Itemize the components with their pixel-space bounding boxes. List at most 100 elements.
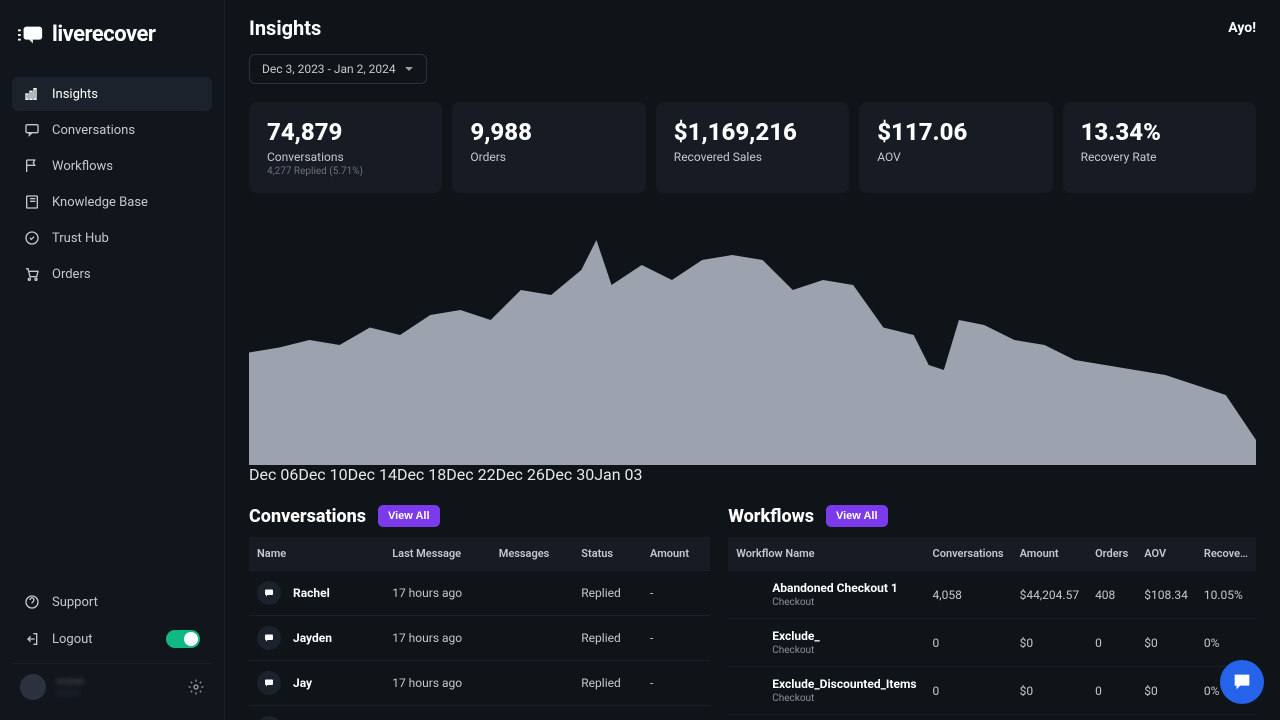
greeting: Ayo! (1228, 20, 1256, 36)
cart-icon (24, 266, 40, 282)
wf-conversations: 0 (925, 667, 1012, 715)
table-header: Name (249, 537, 384, 571)
chart-x-label: Dec 10 (298, 465, 347, 484)
chevron-down-icon (404, 64, 414, 74)
sidebar-item-workflows[interactable]: Workflows (12, 149, 212, 183)
last-message: 17 hours ago (384, 616, 490, 661)
stat-value: 9,988 (470, 118, 627, 146)
status: Replied (573, 616, 642, 661)
sidebar-item-label: Support (52, 595, 98, 610)
status: Replied (573, 706, 642, 720)
table-header: Workflow Name (728, 537, 924, 571)
wf-conversations: 0 (925, 715, 1012, 720)
chart-x-label: Dec 18 (397, 465, 446, 484)
table-header: Conversations (925, 537, 1012, 571)
table-header: Orders (1087, 537, 1136, 571)
shield-icon (24, 230, 40, 246)
stat-card[interactable]: 13.34%Recovery Rate (1063, 102, 1256, 193)
table-header: Messages (491, 537, 574, 571)
brand-name: liverecover (52, 22, 155, 47)
sidebar-item-conversations[interactable]: Conversations (12, 113, 212, 147)
wf-aov: $0 (1136, 715, 1196, 720)
chat-fab[interactable] (1220, 660, 1264, 704)
chart-x-label: Dec 30 (545, 465, 594, 484)
conversations-table: NameLast MessageMessagesStatusAmount Rac… (249, 537, 710, 720)
sidebar-item-label: Trust Hub (52, 231, 109, 246)
table-row[interactable]: Rachel17 hours agoReplied- (249, 571, 710, 616)
sidebar-item-orders[interactable]: Orders (12, 257, 212, 291)
chat-icon (24, 122, 40, 138)
sidebar-item-support[interactable]: Support (12, 585, 212, 619)
messages-count (491, 616, 574, 661)
wf-orders: 0 (1087, 715, 1136, 720)
table-row[interactable]: Exclude_Checkout0$00$00% (728, 619, 1256, 667)
status: Replied (573, 571, 642, 616)
wf-amount: $0 (1012, 715, 1087, 720)
table-row[interactable]: Exclude_ProductIDSCheckout0$00$00% (728, 715, 1256, 720)
table-row[interactable]: Jayden17 hours agoReplied- (249, 616, 710, 661)
gear-icon[interactable] (188, 679, 204, 695)
table-header: Last Message (384, 537, 490, 571)
messages-count (491, 661, 574, 706)
wf-aov: $108.34 (1136, 571, 1196, 619)
wf-amount: $44,204.57 (1012, 571, 1087, 619)
sidebar-bottom: Support Logout ——— ——— (0, 577, 224, 720)
conversations-title: Conversations (249, 506, 366, 527)
logo-icon (18, 24, 44, 46)
stat-value: 13.34% (1081, 118, 1238, 146)
sidebar-item-label: Insights (52, 87, 98, 102)
sidebar-item-knowledge-base[interactable]: Knowledge Base (12, 185, 212, 219)
table-header: Amount (1012, 537, 1087, 571)
user-row[interactable]: ——— ——— (12, 663, 212, 710)
sidebar-item-insights[interactable]: Insights (12, 77, 212, 111)
table-row[interactable]: Jay17 hours agoReplied- (249, 661, 710, 706)
chart-x-label: Dec 26 (496, 465, 545, 484)
sidebar-item-label: Workflows (52, 159, 113, 174)
stat-label: AOV (877, 150, 1034, 164)
stat-card[interactable]: 9,988Orders (452, 102, 645, 193)
workflows-panel: Workflows View All Workflow NameConversa… (728, 505, 1256, 720)
wf-amount: $0 (1012, 619, 1087, 667)
sidebar-item-label: Knowledge Base (52, 195, 148, 210)
workflows-view-all-button[interactable]: View All (826, 505, 888, 527)
wf-conversations: 0 (925, 619, 1012, 667)
stat-card[interactable]: $1,169,216Recovered Sales (656, 102, 849, 193)
table-header: Amount (642, 537, 710, 571)
book-icon (24, 194, 40, 210)
flag-icon (24, 158, 40, 174)
help-icon (24, 594, 40, 610)
workflow-name: Abandoned Checkout 1 (772, 581, 898, 595)
amount: - (642, 706, 710, 720)
toggle-switch[interactable] (166, 630, 200, 648)
date-range-picker[interactable]: Dec 3, 2023 - Jan 2, 2024 (249, 54, 427, 84)
workflows-table: Workflow NameConversationsAmountOrdersAO… (728, 537, 1256, 720)
conversations-view-all-button[interactable]: View All (378, 505, 440, 527)
wf-orders: 0 (1087, 619, 1136, 667)
table-row[interactable]: Exclude_Discounted_ItemsCheckout0$00$00% (728, 667, 1256, 715)
stats-row: 74,879Conversations4,277 Replied (5.71%)… (249, 102, 1256, 193)
workflows-title: Workflows (728, 506, 814, 527)
workflow-name: Exclude_Discounted_Items (772, 677, 916, 691)
logout-icon (24, 631, 40, 647)
stat-card[interactable]: $117.06AOV (859, 102, 1052, 193)
user-sub: ——— (56, 689, 178, 700)
stat-card[interactable]: 74,879Conversations4,277 Replied (5.71%) (249, 102, 442, 193)
sidebar-nav: Insights Conversations Workflows Knowledge … (0, 69, 224, 577)
stat-label: Conversations (267, 150, 424, 164)
last-message: 17 hours ago (384, 571, 490, 616)
page-header: Insights Ayo! (249, 16, 1256, 40)
last-message: 18 hours ago (384, 706, 490, 720)
chart-area (249, 240, 1256, 465)
chart-x-label: Jan 03 (594, 465, 642, 484)
brand-logo[interactable]: liverecover (0, 0, 224, 69)
sidebar-item-label: Conversations (52, 123, 135, 138)
sidebar-item-logout[interactable]: Logout (12, 621, 212, 657)
table-row[interactable]: Abandoned Checkout 1Checkout4,058$44,204… (728, 571, 1256, 619)
wf-aov: $0 (1136, 619, 1196, 667)
bottom-panels: Conversations View All NameLast MessageM… (249, 505, 1256, 720)
table-row[interactable]: Emmanuel18 hours agoReplied- (249, 706, 710, 720)
user-info: ——— ——— (56, 675, 178, 700)
messages-count (491, 571, 574, 616)
sidebar-item-trust-hub[interactable]: Trust Hub (12, 221, 212, 255)
main-chart: Dec 06Dec 10Dec 14Dec 18Dec 22Dec 26Dec … (249, 207, 1256, 485)
